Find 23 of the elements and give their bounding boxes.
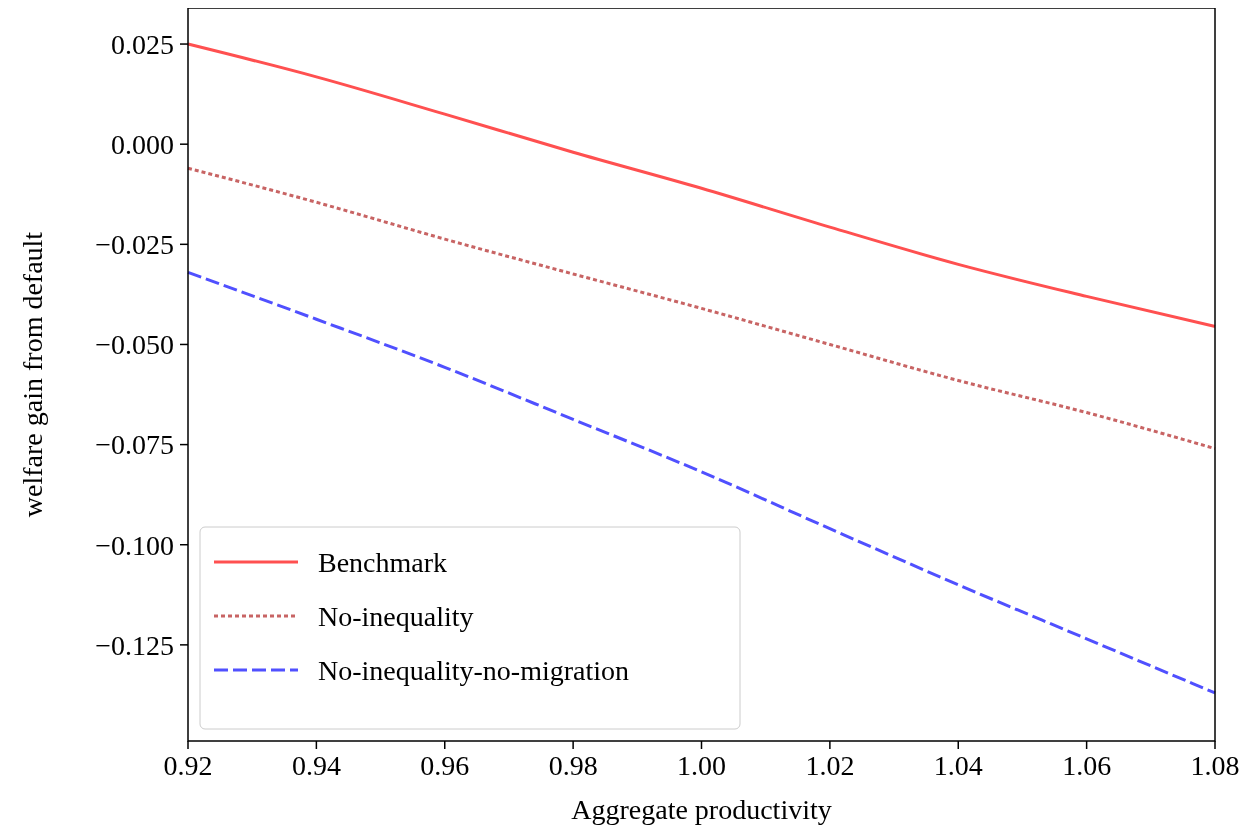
line-series [186, 270, 1217, 695]
legend-label: Benchmark [318, 546, 448, 578]
line-series [186, 42, 1217, 328]
x-tick-label: 1.02 [805, 750, 855, 781]
y-tick-label: −0.075 [95, 429, 174, 461]
x-axis-title: Aggregate productivity [571, 794, 832, 825]
x-tick-label: 0.96 [420, 750, 470, 781]
x-tick-label: 1.04 [933, 750, 983, 781]
y-tick-label: −0.025 [95, 229, 174, 261]
legend-label: No-inequality-no-migration [318, 654, 630, 686]
y-tick-label: 0.000 [111, 128, 174, 160]
y-tick-label: −0.100 [95, 529, 174, 561]
x-tick-label: 1.08 [1190, 750, 1240, 781]
y-tick-label: −0.050 [95, 329, 174, 361]
y-axis-title: welfare gain from default [17, 231, 48, 518]
y-tick-label: 0.025 [111, 28, 174, 60]
x-tick-label: 1.00 [677, 750, 726, 781]
x-tick-label: 0.92 [163, 750, 213, 781]
legend-label: No-inequality [318, 600, 474, 632]
y-tick-label: −0.125 [95, 629, 174, 661]
x-tick-label: 0.94 [291, 750, 341, 781]
x-tick-label: 0.98 [548, 750, 598, 781]
x-tick-label: 1.06 [1062, 750, 1112, 781]
